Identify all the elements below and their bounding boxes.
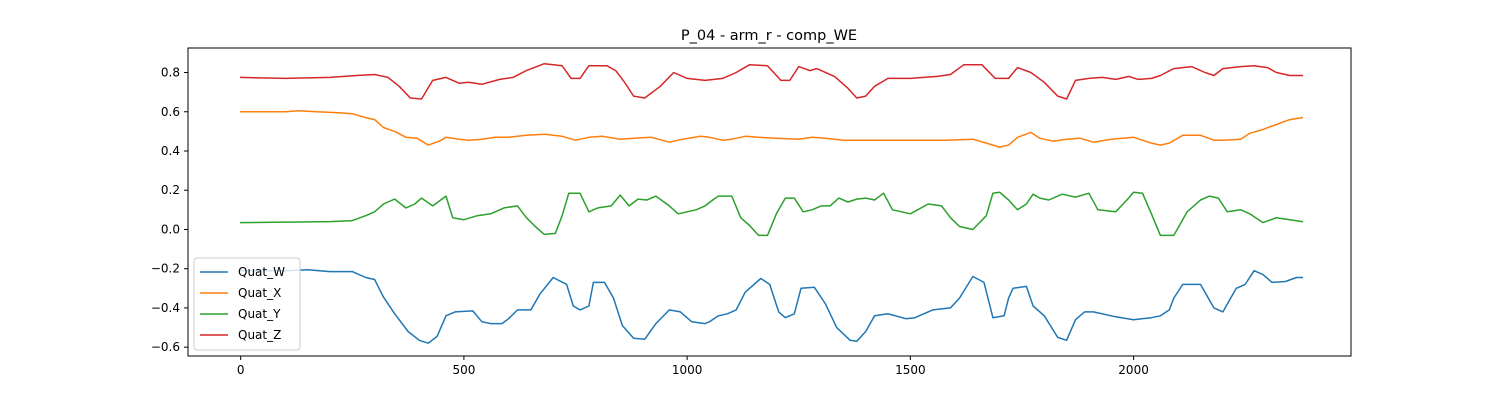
y-tick-label: −0.2	[151, 262, 180, 276]
plot-area-frame	[187, 47, 1352, 357]
y-tick-label: 0.0	[161, 222, 180, 236]
x-tick-label: 2000	[1118, 363, 1149, 377]
x-axis: 0 500 1000 1500 2000	[237, 356, 1149, 377]
legend-label: Quat_Z	[238, 328, 281, 342]
x-tick-label: 1000	[672, 363, 703, 377]
legend: Quat_W Quat_X Quat_Y Quat_Z	[193, 257, 301, 351]
series-line-quat-x	[239, 110, 1304, 148]
legend-box	[193, 257, 301, 351]
legend-label: Quat_Y	[238, 307, 281, 321]
y-axis: 0.8 0.6 0.4 0.2 0.0 −0.2 −0.4 −0.6	[151, 66, 188, 354]
y-tick-label: 0.4	[161, 144, 180, 158]
series-line-quat-w	[239, 268, 1304, 344]
x-tick-label: 0	[237, 363, 245, 377]
chart-title: P_04 - arm_r - comp_WE	[681, 28, 857, 44]
y-tick-label: 0.6	[161, 105, 180, 119]
y-tick-label: 0.8	[161, 66, 180, 80]
y-tick-label: −0.6	[151, 340, 180, 354]
y-tick-label: −0.4	[151, 301, 180, 315]
series-lines	[239, 62, 1304, 344]
x-tick-label: 500	[452, 363, 475, 377]
y-tick-label: 0.2	[161, 183, 180, 197]
series-line-quat-y	[239, 191, 1304, 237]
legend-label: Quat_W	[238, 265, 285, 279]
series-line-quat-z	[239, 62, 1304, 100]
x-tick-label: 1500	[895, 363, 926, 377]
legend-label: Quat_X	[238, 286, 281, 300]
